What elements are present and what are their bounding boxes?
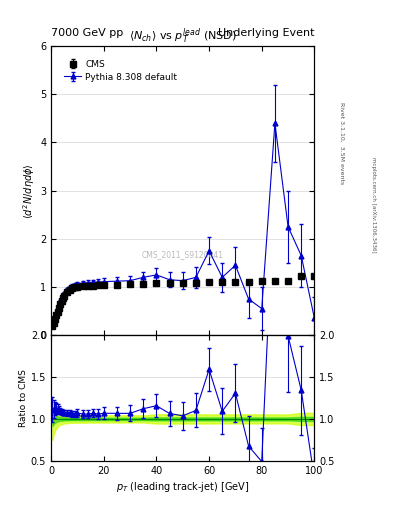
Legend: CMS, Pythia 8.308 default: CMS, Pythia 8.308 default [61,56,181,85]
X-axis label: $p_T$ (leading track-jet) [GeV]: $p_T$ (leading track-jet) [GeV] [116,480,250,494]
Text: 7000 GeV pp: 7000 GeV pp [51,28,123,38]
Text: mcplots.cern.ch [arXiv:1306.3436]: mcplots.cern.ch [arXiv:1306.3436] [371,157,376,252]
Text: Underlying Event: Underlying Event [218,28,314,38]
Y-axis label: $\langle d^2 N/d\eta d\phi \rangle$: $\langle d^2 N/d\eta d\phi \rangle$ [21,163,37,219]
Text: Rivet 3.1.10,  3.5M events: Rivet 3.1.10, 3.5M events [340,102,344,184]
Title: $\langle N_{ch}\rangle$ vs $p_T^{lead}$ (NSD): $\langle N_{ch}\rangle$ vs $p_T^{lead}$ … [129,27,237,46]
Text: CMS_2011_S9120041: CMS_2011_S9120041 [142,250,224,259]
Y-axis label: Ratio to CMS: Ratio to CMS [19,369,28,427]
